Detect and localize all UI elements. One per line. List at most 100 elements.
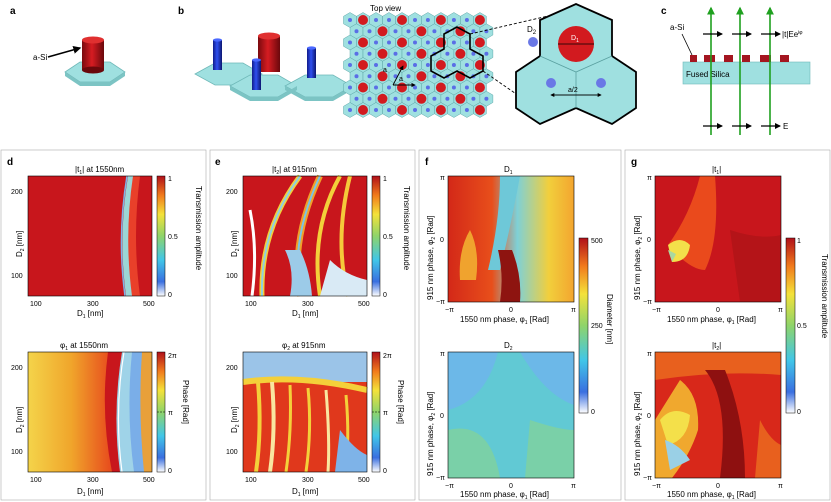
output-field-label: |t|Eeiφ xyxy=(782,30,803,39)
d-ytick: 100 xyxy=(11,449,23,456)
d-bottom-title: φ1 at 1550nm xyxy=(60,341,108,352)
e-ytick: 100 xyxy=(226,449,238,456)
lattice-a2-label: a xyxy=(399,76,403,83)
f-ytick: π xyxy=(440,351,445,358)
lattice-small-pillar xyxy=(464,108,469,112)
lattice-small-pillar xyxy=(445,96,450,101)
lattice-large-pillar xyxy=(435,60,446,70)
e-top-colorbar xyxy=(371,175,381,297)
panel-label-d: d xyxy=(7,157,13,168)
lattice-small-pillar xyxy=(413,63,417,67)
zoom-unit-cell xyxy=(515,3,637,126)
e-xtick: 500 xyxy=(358,301,370,308)
g-bottom-ylabel: 915 nm phase, φ2 [Rad] xyxy=(633,392,644,476)
lattice-large-pillar xyxy=(397,82,407,93)
d-xtick: 100 xyxy=(30,301,42,308)
panel-label-g: g xyxy=(631,157,637,168)
d-xtick: 300 xyxy=(87,477,99,484)
g-bottom-xlabel: 1550 nm phase, φ1 [Rad] xyxy=(667,490,756,501)
zoom-D2-label: D2 xyxy=(527,25,537,36)
d-top-colorbar xyxy=(156,175,166,297)
lattice-small-pillar xyxy=(367,29,372,34)
lattice-small-pillar xyxy=(484,74,489,79)
lattice-small-pillar xyxy=(406,51,411,56)
material-label: a-Si xyxy=(33,53,47,62)
lattice-small-pillar xyxy=(464,18,469,22)
g-xtick: 0 xyxy=(716,483,720,490)
lattice-small-pillar xyxy=(348,40,352,45)
lattice-small-pillar xyxy=(445,51,450,56)
lattice-small-pillar xyxy=(413,18,417,22)
d-ytick: 200 xyxy=(11,189,23,196)
lattice-large-pillar xyxy=(455,93,466,104)
lattice-small-pillar xyxy=(484,96,489,101)
frame-g xyxy=(624,149,831,501)
lattice-large-pillar xyxy=(455,48,466,59)
g-ytick: −π xyxy=(643,475,652,482)
g-cbar-tick: 0.5 xyxy=(797,323,807,330)
lattice-small-pillar xyxy=(387,63,391,67)
lattice-small-pillar xyxy=(348,63,352,67)
panel-label-a: a xyxy=(10,6,16,17)
c-pillar-5 xyxy=(760,55,771,62)
d-bottom-ylabel: D2 [nm] xyxy=(15,407,26,433)
f-top-xlabel: 1550 nm phase, φ1 [Rad] xyxy=(460,315,549,326)
panel-c: c Fused Silica a-Si |t|Eeiφ E xyxy=(661,6,811,135)
lattice-small-pillar xyxy=(451,63,456,67)
e-xtick: 300 xyxy=(302,301,314,308)
lattice-large-pillar xyxy=(358,60,368,70)
lattice-large-pillar xyxy=(435,105,446,115)
lattice-small-pillar xyxy=(387,108,391,112)
g-top-ylabel: 915 nm phase, φ2 [Rad] xyxy=(633,216,644,300)
lattice-small-pillar xyxy=(348,18,352,22)
lattice-small-pillar xyxy=(464,40,469,45)
lattice-small-pillar xyxy=(367,96,372,101)
g-bottom-title: |t2| xyxy=(712,341,721,352)
lattice-large-pillar xyxy=(377,26,388,37)
g-xtick: π xyxy=(778,307,783,314)
g-xtick: π xyxy=(778,483,783,490)
d-xtick: 500 xyxy=(143,301,155,308)
hex-lattice xyxy=(343,12,494,118)
d-top-title: |t1| at 1550nm xyxy=(75,165,125,176)
e-xtick: 500 xyxy=(358,477,370,484)
lattice-small-pillar xyxy=(413,40,417,45)
small-pillar-2 xyxy=(252,60,261,90)
f-xtick: π xyxy=(571,483,576,490)
e-top-cbar-label: Transmission amplitude xyxy=(402,186,411,271)
lattice-small-pillar xyxy=(484,51,489,56)
lattice-large-pillar xyxy=(358,105,368,115)
small-pillar-1 xyxy=(213,40,222,70)
e-ytick: 200 xyxy=(226,365,238,372)
large-pillar xyxy=(258,36,280,72)
lattice-small-pillar xyxy=(393,29,398,34)
lattice-small-pillar xyxy=(374,40,378,45)
f-cbar-label: Diameter [nm] xyxy=(605,294,614,344)
lattice-small-pillar xyxy=(387,40,391,45)
g-ytick: 0 xyxy=(647,237,651,244)
lattice-large-pillar xyxy=(416,26,427,37)
lattice-small-pillar xyxy=(451,18,456,22)
lattice-small-pillar xyxy=(374,85,378,90)
lattice-small-pillar xyxy=(425,108,430,112)
lattice-large-pillar xyxy=(377,71,388,82)
lattice-small-pillar xyxy=(432,29,437,34)
f-cbar-tick: 500 xyxy=(591,238,603,245)
frame-f xyxy=(418,149,622,501)
d-bottom-cbar-label: Phase [Rad] xyxy=(181,380,190,424)
e-bottom-cbar-tick: π xyxy=(383,410,388,417)
pillar-top xyxy=(82,36,104,44)
lattice-small-pillar xyxy=(387,85,391,90)
g-ytick: 0 xyxy=(647,413,651,420)
c-pillar-2 xyxy=(704,55,715,62)
lattice-small-pillar xyxy=(367,51,372,56)
lattice-small-pillar xyxy=(425,18,430,22)
c-pillar-4 xyxy=(742,55,750,62)
f-ytick: −π xyxy=(436,475,445,482)
lattice-small-pillar xyxy=(354,29,359,34)
lattice-large-pillar xyxy=(474,82,485,93)
lattice-large-pillar xyxy=(474,37,485,48)
panel-d: d |t1| at 1550nm 1 0.5 0 Transmission am… xyxy=(7,157,203,498)
lattice-large-pillar xyxy=(397,105,407,115)
f-ytick: 0 xyxy=(440,413,444,420)
